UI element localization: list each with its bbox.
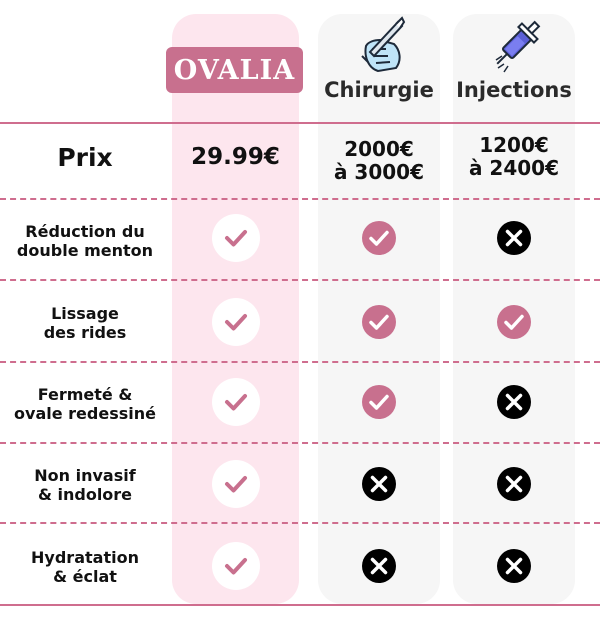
check-icon xyxy=(212,298,260,346)
row-label-line: & indolore xyxy=(37,485,133,504)
check-icon xyxy=(355,214,403,262)
cross-icon xyxy=(355,460,403,508)
row-label-line: Fermeté & xyxy=(37,385,133,404)
row-label-line: Non invasif xyxy=(34,466,136,485)
price-injections: 1200€ à 2400€ xyxy=(453,134,575,180)
check-icon xyxy=(212,214,260,262)
row-label-line: des rides xyxy=(43,323,127,342)
price-line: 29.99€ xyxy=(191,144,280,170)
check-icon xyxy=(212,378,260,426)
header-separator xyxy=(0,122,600,124)
cross-icon xyxy=(355,542,403,590)
check-icon xyxy=(212,542,260,590)
price-line: 2000€ xyxy=(344,137,414,161)
row-separator xyxy=(0,522,600,524)
row-label-line: ovale redessiné xyxy=(14,404,156,423)
row-label-double-menton: Réduction du double menton xyxy=(0,222,170,260)
row-separator xyxy=(0,279,600,281)
row-separator xyxy=(0,361,600,363)
ovalia-logo: OVALIA xyxy=(166,47,303,93)
price-line: à 2400€ xyxy=(468,156,560,180)
row-separator xyxy=(0,442,600,444)
row-label-line: double menton xyxy=(16,241,154,260)
price-line: 1200€ xyxy=(479,133,549,157)
row-label-fermete: Fermeté & ovale redessiné xyxy=(0,385,170,423)
syringe-icon xyxy=(495,20,541,73)
price-line: à 3000€ xyxy=(333,160,425,184)
footer-separator xyxy=(0,604,600,606)
chirurgie-header: Chirurgie xyxy=(324,78,434,102)
row-label-rides: Lissage des rides xyxy=(0,304,170,342)
check-icon xyxy=(355,378,403,426)
cross-icon xyxy=(490,542,538,590)
row-separator xyxy=(0,198,600,200)
row-label-line: Réduction du xyxy=(25,222,145,241)
row-label-line: Hydratation xyxy=(31,548,139,567)
row-label-line: & éclat xyxy=(53,567,117,586)
row-label-prix: Prix xyxy=(0,143,170,173)
row-label-hydratation: Hydratation & éclat xyxy=(0,548,170,586)
price-ovalia: 29.99€ xyxy=(172,146,299,169)
cross-icon xyxy=(490,460,538,508)
row-label-line: Lissage xyxy=(51,304,119,323)
cross-icon xyxy=(490,378,538,426)
injections-header: Injections xyxy=(456,78,572,102)
check-icon xyxy=(212,460,260,508)
check-icon xyxy=(490,298,538,346)
row-label-non-invasif: Non invasif & indolore xyxy=(0,466,170,504)
cross-icon xyxy=(490,214,538,262)
price-chirurgie: 2000€ à 3000€ xyxy=(318,138,440,184)
row-label-line: Prix xyxy=(57,143,113,172)
check-icon xyxy=(355,298,403,346)
scalpel-hand-icon xyxy=(361,16,406,73)
